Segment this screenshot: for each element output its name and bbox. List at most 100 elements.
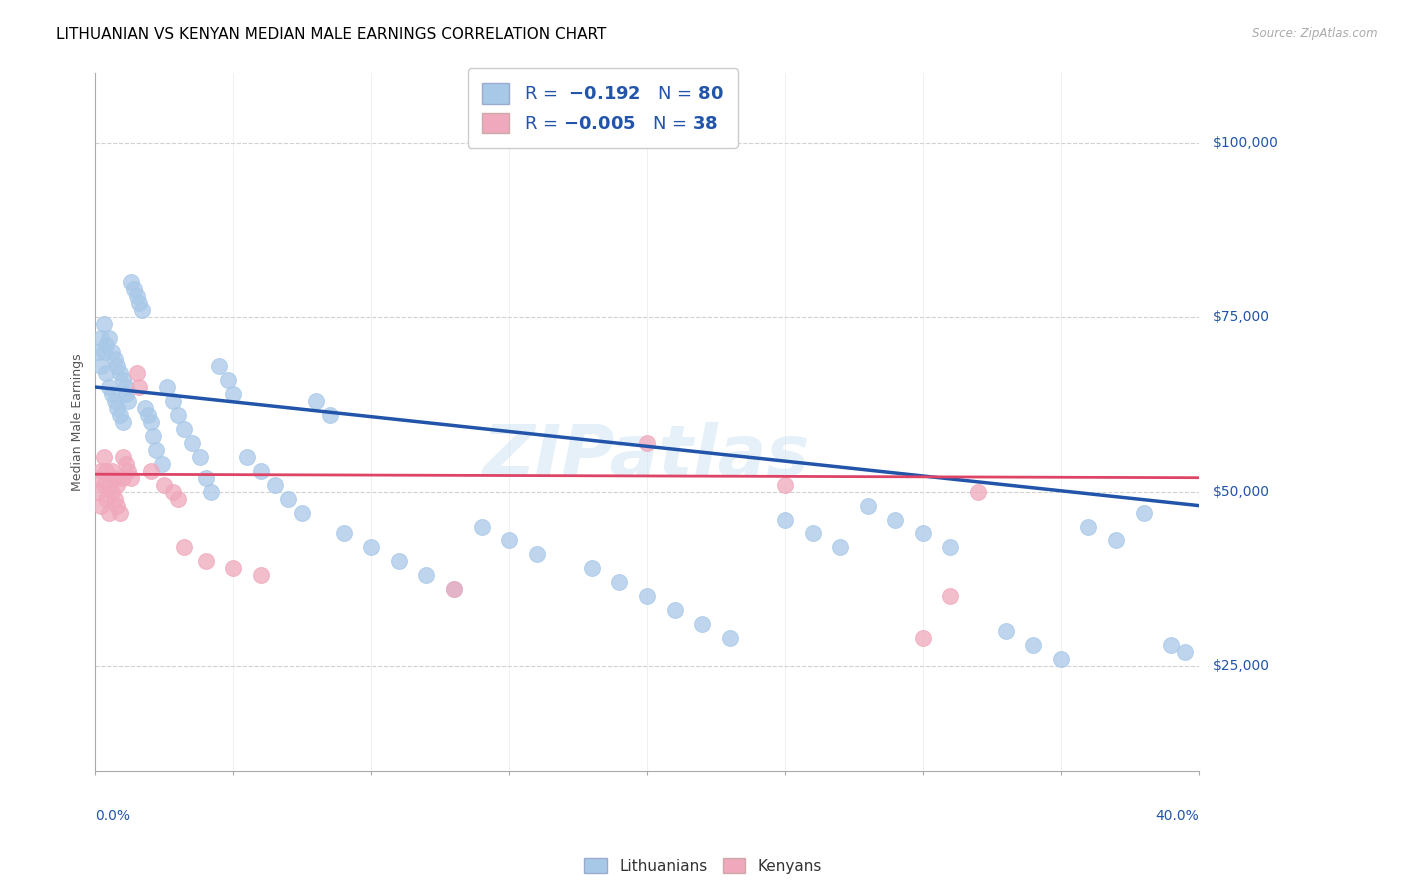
Point <box>107 359 129 373</box>
Point <box>884 512 907 526</box>
Point <box>801 526 824 541</box>
Point <box>153 477 176 491</box>
Point <box>120 471 142 485</box>
Point <box>200 484 222 499</box>
Point <box>1132 506 1154 520</box>
Point <box>222 561 245 575</box>
Point <box>581 561 603 575</box>
Point <box>690 617 713 632</box>
Point <box>111 471 134 485</box>
Point <box>636 589 658 603</box>
Point <box>1105 533 1128 548</box>
Point <box>415 568 437 582</box>
Point <box>101 484 124 499</box>
Point <box>90 499 112 513</box>
Point <box>96 491 118 506</box>
Point <box>173 422 195 436</box>
Point <box>167 491 190 506</box>
Point <box>194 471 217 485</box>
Point <box>108 506 131 520</box>
Point <box>87 484 110 499</box>
Text: 0.0%: 0.0% <box>96 809 131 823</box>
Point <box>526 548 548 562</box>
Text: ZIPatlas: ZIPatlas <box>484 422 811 491</box>
Point <box>939 541 962 555</box>
Point <box>250 464 273 478</box>
Point <box>250 568 273 582</box>
Point <box>114 387 136 401</box>
Point <box>131 303 153 318</box>
Point <box>291 506 314 520</box>
Point <box>108 366 131 380</box>
Point <box>911 526 934 541</box>
Point <box>222 387 245 401</box>
Point <box>101 387 124 401</box>
Text: Source: ZipAtlas.com: Source: ZipAtlas.com <box>1253 27 1378 40</box>
Point <box>636 435 658 450</box>
Point <box>305 394 328 409</box>
Point <box>111 373 134 387</box>
Point <box>93 318 115 332</box>
Point <box>90 331 112 345</box>
Point <box>1160 638 1182 652</box>
Point <box>125 289 148 303</box>
Point <box>1050 652 1073 666</box>
Point <box>120 276 142 290</box>
Point <box>104 491 127 506</box>
Point <box>332 526 354 541</box>
Point <box>107 499 129 513</box>
Point <box>911 631 934 645</box>
Point <box>319 408 342 422</box>
Point <box>98 380 121 394</box>
Legend: R =  $\mathbf{-0.192}$   N = $\mathbf{80}$, R = $\mathbf{-0.005}$   N = $\mathbf: R = $\mathbf{-0.192}$ N = $\mathbf{80}$,… <box>468 69 738 148</box>
Point <box>162 484 184 499</box>
Point <box>96 338 118 352</box>
Point <box>773 512 796 526</box>
Point <box>156 380 179 394</box>
Text: $75,000: $75,000 <box>1212 310 1270 325</box>
Point <box>93 345 115 359</box>
Point <box>139 415 162 429</box>
Point <box>122 282 145 296</box>
Point <box>145 442 167 457</box>
Point <box>134 401 156 415</box>
Point <box>277 491 299 506</box>
Point <box>101 345 124 359</box>
Point <box>98 331 121 345</box>
Point <box>114 380 136 394</box>
Point <box>994 624 1017 639</box>
Point <box>167 408 190 422</box>
Point <box>111 415 134 429</box>
Point <box>114 457 136 471</box>
Point <box>136 408 159 422</box>
Point <box>128 380 150 394</box>
Point <box>111 450 134 464</box>
Point <box>139 464 162 478</box>
Point <box>1174 645 1197 659</box>
Point <box>87 345 110 359</box>
Point <box>236 450 259 464</box>
Point <box>98 506 121 520</box>
Text: $100,000: $100,000 <box>1212 136 1278 150</box>
Point <box>90 464 112 478</box>
Point <box>443 582 465 597</box>
Point <box>107 401 129 415</box>
Point <box>125 366 148 380</box>
Point <box>101 464 124 478</box>
Point <box>188 450 211 464</box>
Point <box>1077 519 1099 533</box>
Point <box>104 394 127 409</box>
Point <box>180 435 202 450</box>
Text: 40.0%: 40.0% <box>1154 809 1199 823</box>
Point <box>150 457 173 471</box>
Point <box>142 429 165 443</box>
Legend: Lithuanians, Kenyans: Lithuanians, Kenyans <box>578 852 828 880</box>
Point <box>718 631 741 645</box>
Point <box>609 575 631 590</box>
Point <box>208 359 231 373</box>
Point <box>93 477 115 491</box>
Point <box>87 471 110 485</box>
Point <box>117 394 139 409</box>
Point <box>263 477 285 491</box>
Point <box>98 477 121 491</box>
